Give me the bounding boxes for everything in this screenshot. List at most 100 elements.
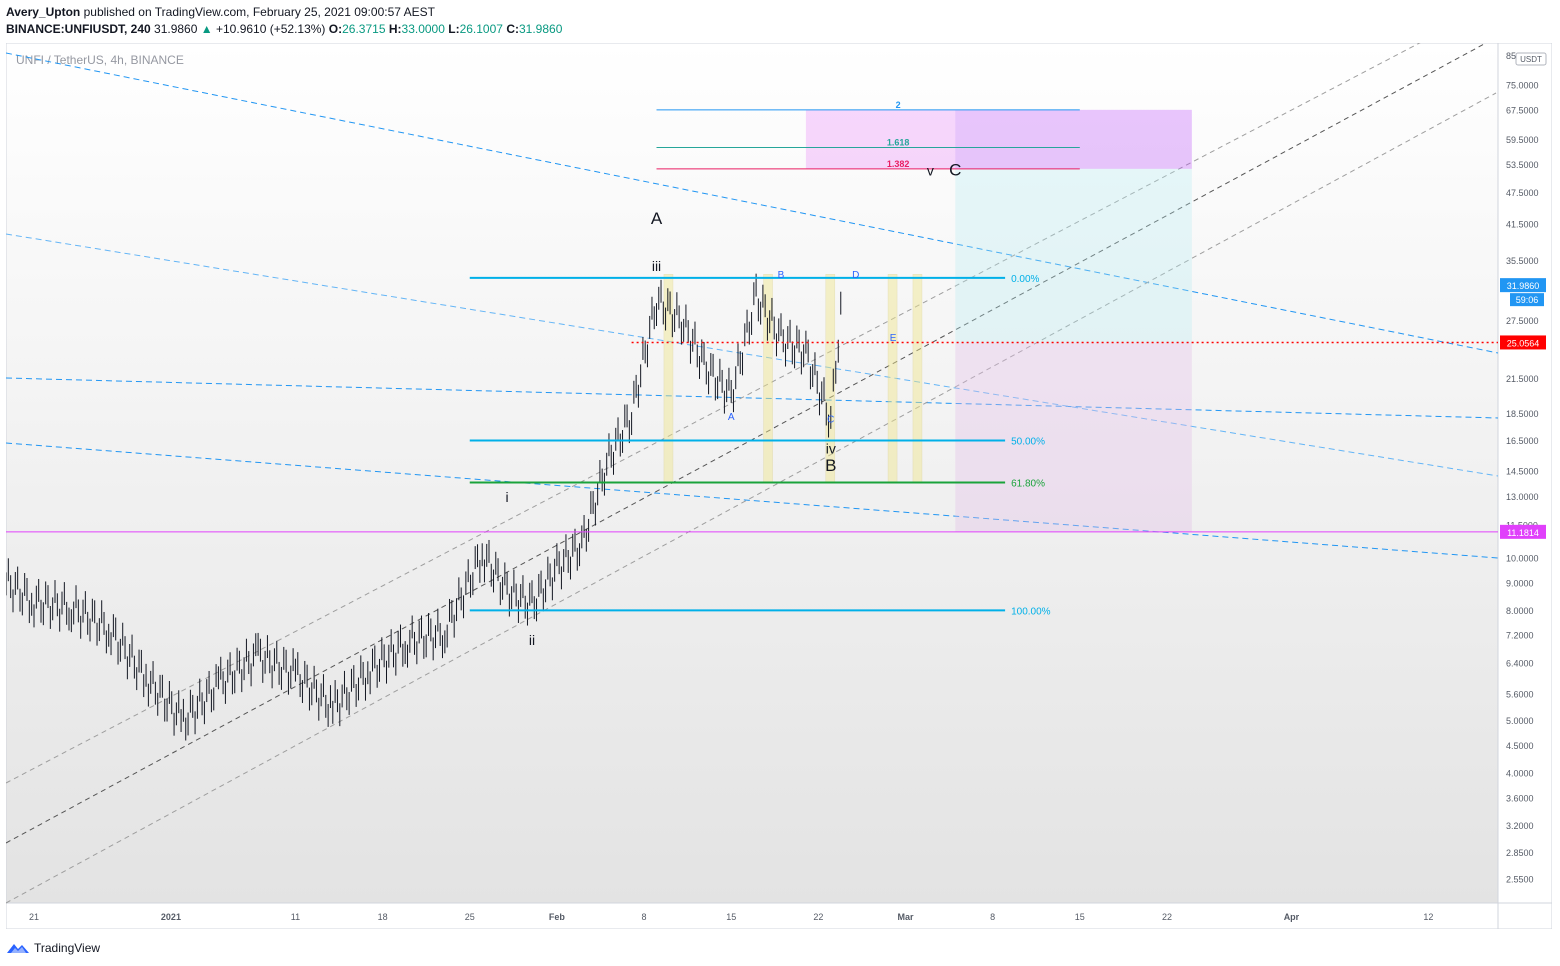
fib-level-label: 50.00%	[1011, 437, 1045, 448]
extension-level-label: 1.618	[887, 137, 910, 147]
current-price-label: 31.9860	[1507, 281, 1540, 291]
low-value: 26.1007	[459, 22, 503, 36]
x-tick-label: 15	[726, 912, 736, 922]
pivot-highlight-4	[912, 274, 923, 483]
x-tick-label: Mar	[897, 912, 914, 922]
high-label: H:	[388, 22, 402, 36]
up-arrow-icon: ▲	[200, 22, 213, 36]
pivot-highlight-0	[663, 274, 674, 483]
y-tick-label: 67.5000	[1506, 105, 1539, 115]
last-price: 31.9860	[154, 22, 198, 36]
close-value: 31.9860	[518, 22, 563, 36]
open-label: O:	[328, 22, 343, 36]
ohlc-line: BINANCE:UNFIUSDT, 240 31.9860 ▲ +10.9610…	[6, 21, 1546, 38]
y-tick-label: 8.0000	[1506, 606, 1534, 616]
currency-badge	[1515, 52, 1547, 66]
countdown-label: 59:06	[1516, 295, 1539, 305]
x-tick-label: 22	[1162, 912, 1172, 922]
close-label: C:	[506, 22, 519, 36]
triangle-label: A	[728, 412, 735, 423]
x-tick-label: Feb	[549, 912, 566, 922]
rising-channel-line-1	[6, 43, 1421, 784]
fib-level-label: 61.80%	[1011, 478, 1045, 489]
tradingview-logo-icon	[7, 944, 29, 953]
y-tick-label: 53.5000	[1506, 160, 1539, 170]
profit-zone	[955, 168, 1192, 343]
price-change: +10.9610 (+52.13%)	[216, 22, 326, 36]
fib-level-label: 0.00%	[1011, 274, 1039, 285]
y-tick-label: 13.0000	[1506, 492, 1539, 502]
magenta-price-label: 11.1814	[1507, 528, 1539, 538]
rising-channel-line-0	[6, 43, 1487, 844]
y-tick-label: 16.5000	[1506, 436, 1539, 446]
triangle-label: E	[890, 333, 897, 344]
x-tick-label: 12	[1423, 912, 1433, 922]
y-tick-label: 6.4000	[1506, 658, 1534, 668]
y-tick-label: 7.2000	[1506, 631, 1534, 641]
y-tick-label: 5.6000	[1506, 690, 1534, 700]
red-price-label: 25.0564	[1507, 338, 1540, 348]
y-tick-label: 35.5000	[1506, 256, 1539, 266]
wave-label: A	[651, 209, 663, 228]
pivot-highlight-3	[887, 274, 898, 483]
magenta-price-badge	[1500, 524, 1546, 539]
y-tick-label: 4.0000	[1506, 769, 1534, 779]
y-tick-label: 18.5000	[1506, 409, 1539, 419]
x-tick-label: 22	[813, 912, 823, 922]
x-tick-label: 25	[465, 912, 475, 922]
symbol-label: BINANCE:UNFIUSDT, 240	[6, 22, 151, 36]
price-chart[interactable]: 8 5.0000 75.0000 67.5000 59.5000 53.5000 47.50…	[6, 43, 1552, 929]
trend-channel-line-1	[6, 377, 1499, 419]
wave-label: C	[949, 161, 961, 180]
y-tick-label: 3.2000	[1506, 821, 1534, 831]
wave-label: B	[825, 456, 836, 475]
extension-zone	[805, 109, 1192, 169]
extension-overlap-zone	[955, 109, 1192, 169]
y-tick-label: 27.5000	[1506, 316, 1539, 326]
y-tick-label: 59.5000	[1506, 135, 1539, 145]
author-name[interactable]: Avery_Upton	[6, 5, 81, 19]
wave-label: v	[927, 163, 934, 179]
x-tick-label: 11	[291, 912, 300, 922]
current-price-badge	[1500, 278, 1546, 293]
open-value: 26.3715	[342, 22, 386, 36]
y-tick-label: 2.5500	[1506, 874, 1534, 884]
rising-channel-line-2	[6, 92, 1497, 904]
extension-level-label: 2	[896, 100, 901, 110]
brand-label: TradingView	[34, 941, 101, 955]
x-tick-label: 15	[1075, 912, 1085, 922]
chart-area[interactable]: 8 5.0000 75.0000 67.5000 59.5000 53.5000 47.50…	[6, 43, 1552, 929]
y-tick-label: 41.5000	[1506, 220, 1539, 230]
extension-level-label: 1.382	[887, 159, 910, 169]
stop-zone	[955, 342, 1192, 532]
y-tick-label: 21.5000	[1506, 374, 1539, 384]
y-tick-label: 14.5000	[1506, 466, 1539, 476]
publish-line: Avery_Upton published on TradingView.com…	[6, 4, 1546, 21]
wave-label: i	[506, 489, 509, 505]
y-tick-label: 3.6000	[1506, 793, 1534, 803]
plot-background	[6, 43, 1498, 903]
chart-header: Avery_Upton published on TradingView.com…	[6, 4, 1546, 42]
x-tick-label: 2021	[161, 912, 181, 922]
falling-channel-upper	[6, 233, 1499, 477]
triangle-label: B	[778, 270, 785, 281]
y-tick-label: 75.0000	[1506, 81, 1539, 91]
tradingview-footer: TradingView	[6, 938, 100, 958]
red-price-badge	[1500, 335, 1546, 350]
y-tick-label: 4.5000	[1506, 741, 1534, 751]
countdown-badge	[1510, 293, 1544, 307]
wave-label: ii	[529, 632, 535, 648]
triangle-label: C	[827, 415, 834, 426]
wave-label: iv	[826, 441, 836, 457]
published-text: published on TradingView.com, February 2…	[83, 5, 435, 19]
fib-level-label: 100.00%	[1011, 606, 1051, 617]
y-tick-label: 10.0000	[1506, 554, 1539, 564]
y-tick-label: 5.0000	[1506, 716, 1534, 726]
y-tick-label: 2.8500	[1506, 848, 1534, 858]
price-scale-background	[1498, 43, 1552, 929]
y-tick-label: 9.0000	[1506, 578, 1534, 588]
x-tick-label: Apr	[1284, 912, 1300, 922]
triangle-label: D	[852, 270, 859, 281]
wave-label: iii	[652, 258, 661, 274]
y-tick-label: 47.5000	[1506, 188, 1539, 198]
